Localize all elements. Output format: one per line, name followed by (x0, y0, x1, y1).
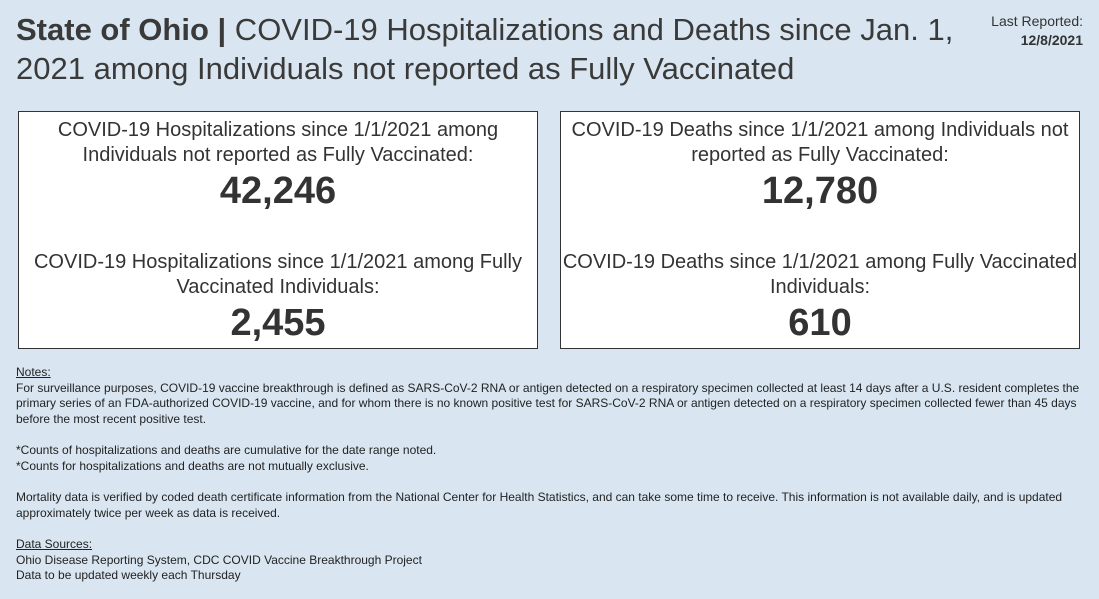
hosp-vaccinated-value: 2,455 (230, 302, 326, 344)
deaths-vaccinated-label: COVID-19 Deaths since 1/1/2021 among Ful… (562, 251, 1078, 298)
deaths-panel: COVID-19 Deaths since 1/1/2021 among Ind… (560, 111, 1080, 349)
hosp-unvaccinated-label: COVID-19 Hospitalizations since 1/1/2021… (57, 119, 499, 166)
breakthrough-definition: For surveillance purposes, COVID-19 vacc… (16, 380, 1080, 426)
sources-heading: Data Sources: (16, 537, 93, 551)
notes-section: Notes: For surveillance purposes, COVID-… (16, 365, 1086, 584)
hosp-unvaccinated-value: 42,246 (219, 170, 337, 212)
hosp-vaccinated-label: COVID-19 Hospitalizations since 1/1/2021… (33, 251, 523, 298)
hospitalizations-panel: COVID-19 Hospitalizations since 1/1/2021… (18, 111, 538, 349)
hosp-vaccinated-stat: COVID-19 Hospitalizations since 1/1/2021… (19, 250, 537, 345)
last-reported: Last Reported: 12/8/2021 (991, 12, 1083, 50)
last-reported-date: 12/8/2021 (1020, 32, 1083, 48)
title-state: State of Ohio | (16, 12, 227, 47)
deaths-unvaccinated-stat: COVID-19 Deaths since 1/1/2021 among Ind… (561, 118, 1079, 213)
deaths-vaccinated-value: 610 (788, 302, 852, 344)
title-text: COVID-19 Hospitalizations and Deaths sin… (16, 12, 954, 86)
notes-heading: Notes: (16, 365, 51, 379)
hosp-unvaccinated-stat: COVID-19 Hospitalizations since 1/1/2021… (19, 118, 537, 213)
deaths-unvaccinated-label: COVID-19 Deaths since 1/1/2021 among Ind… (571, 119, 1069, 166)
deaths-vaccinated-stat: COVID-19 Deaths since 1/1/2021 among Ful… (561, 250, 1079, 345)
sources-update: Data to be updated weekly each Thursday (16, 568, 241, 582)
note-mortality: Mortality data is verified by coded deat… (16, 490, 1063, 520)
sources-systems: Ohio Disease Reporting System, CDC COVID… (16, 552, 422, 567)
note-cumulative: *Counts of hospitalizations and deaths a… (16, 443, 437, 457)
deaths-unvaccinated-value: 12,780 (761, 170, 879, 212)
last-reported-label: Last Reported: (991, 13, 1083, 29)
page-title: State of Ohio | COVID-19 Hospitalization… (16, 10, 956, 88)
note-exclusive: *Counts for hospitalizations and deaths … (16, 458, 369, 473)
